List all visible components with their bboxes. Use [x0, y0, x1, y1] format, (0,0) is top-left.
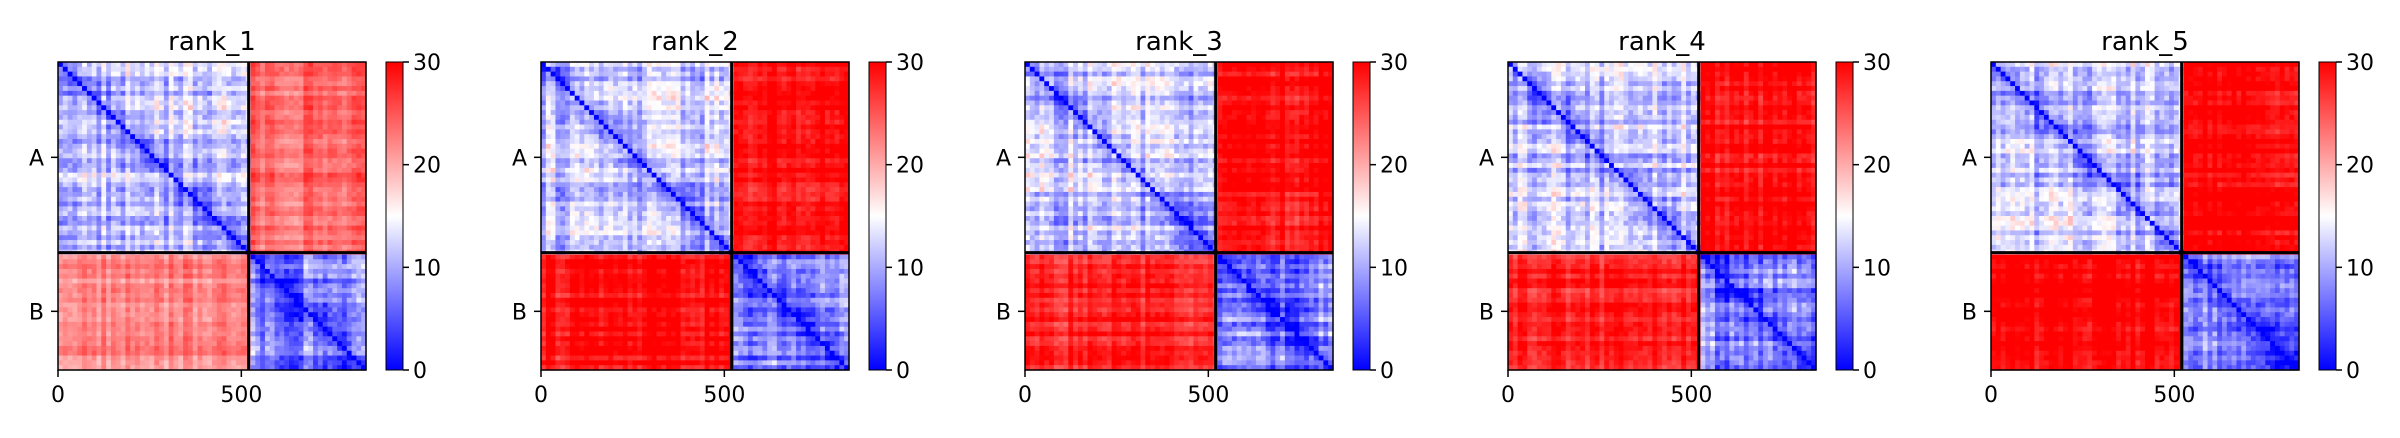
x-tick-label: 0 [1018, 383, 1032, 408]
colorbar-tick-label: 10 [1863, 256, 1891, 281]
y-tick-label: A [1479, 146, 1494, 171]
x-tick-label: 500 [703, 383, 745, 408]
colorbar-tick-label: 30 [896, 51, 924, 76]
plot-frame [540, 61, 850, 371]
colorbar-tick-label: 10 [413, 256, 441, 281]
colorbar-tick-label: 20 [896, 154, 924, 179]
heatmap [1991, 62, 2300, 371]
x-tick-label: 500 [220, 383, 262, 408]
colorbar-tick-label: 30 [2346, 51, 2374, 76]
panel-rank_2: rank_2 A B 0 500 0 10 20 30 [512, 27, 924, 408]
panel-rank_4: rank_4 A B 0 500 0 10 20 30 [1479, 27, 1891, 408]
y-tick-label: B [996, 300, 1011, 325]
y-tick-label: A [1962, 146, 1977, 171]
y-tick-label: B [1479, 300, 1494, 325]
colorbar-tick-label: 30 [1380, 51, 1408, 76]
colorbar-tick-label: 30 [1863, 51, 1891, 76]
plot-frame [1990, 61, 2300, 371]
plot-frame [57, 61, 367, 371]
x-tick-label: 0 [51, 383, 65, 408]
x-tick-label: 500 [1670, 383, 1712, 408]
heatmap [1508, 62, 1817, 371]
x-tick-label: 0 [534, 383, 548, 408]
x-tick-label: 0 [1984, 383, 1998, 408]
y-tick-label: A [512, 146, 527, 171]
colorbar-tick-label: 20 [1380, 154, 1408, 179]
plot-frame [1024, 61, 1334, 371]
panel-title: rank_3 [1135, 27, 1223, 57]
heatmap [541, 62, 850, 371]
colorbar-tick-label: 10 [1380, 256, 1408, 281]
colorbar [1352, 61, 1371, 371]
colorbar [385, 61, 404, 371]
panel-rank_5: rank_5 A B 0 500 0 10 20 30 [1962, 27, 2374, 408]
y-tick-label: A [996, 146, 1011, 171]
colorbar-tick-label: 0 [896, 359, 910, 384]
y-tick-label: A [29, 146, 44, 171]
panel-title: rank_2 [651, 27, 739, 57]
colorbar-tick-label: 0 [2346, 359, 2360, 384]
panel-title: rank_4 [1618, 27, 1706, 57]
y-tick-label: B [512, 300, 527, 325]
x-tick-label: 500 [1187, 383, 1229, 408]
colorbar-tick-label: 0 [413, 359, 427, 384]
colorbar-tick-label: 30 [413, 51, 441, 76]
colorbar-tick-label: 20 [1863, 154, 1891, 179]
colorbar-tick-label: 0 [1863, 359, 1877, 384]
panel-rank_1: rank_1 A B 0 500 0 10 20 30 [29, 27, 441, 408]
panel-title: rank_1 [168, 27, 256, 57]
y-tick-label: B [1962, 300, 1977, 325]
y-tick-label: B [29, 300, 44, 325]
plot-frame [1507, 61, 1817, 371]
panel-rank_3: rank_3 A B 0 500 0 10 20 30 [996, 27, 1408, 408]
heatmap [1025, 62, 1334, 371]
heatmap [58, 62, 367, 371]
x-tick-label: 0 [1501, 383, 1515, 408]
colorbar-tick-label: 0 [1380, 359, 1394, 384]
colorbar-tick-label: 20 [413, 154, 441, 179]
panel-title: rank_5 [2101, 27, 2189, 57]
colorbar [2318, 61, 2337, 371]
colorbar-tick-label: 10 [896, 256, 924, 281]
colorbar-tick-label: 10 [2346, 256, 2374, 281]
colorbar-tick-label: 20 [2346, 154, 2374, 179]
x-tick-label: 500 [2153, 383, 2195, 408]
colorbar [1835, 61, 1854, 371]
colorbar [868, 61, 887, 371]
